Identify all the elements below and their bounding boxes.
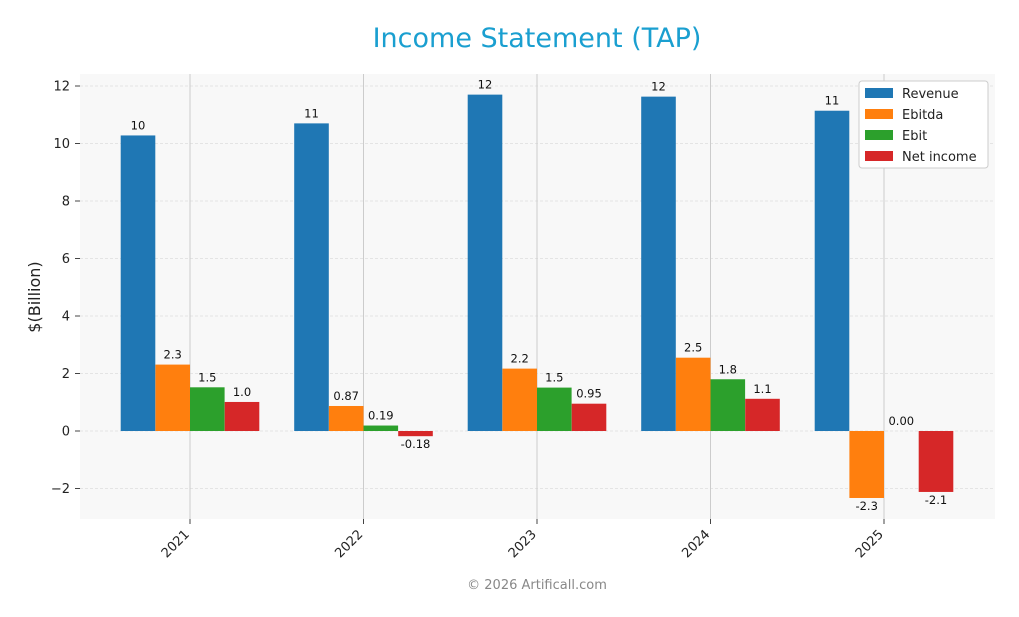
legend-label: Ebitda — [902, 108, 943, 123]
data-label: 2.2 — [511, 352, 529, 366]
y-tick-label: 6 — [62, 252, 70, 267]
legend-label: Net income — [902, 150, 977, 165]
bar-net-income — [745, 398, 780, 431]
data-label: 0.95 — [576, 387, 602, 401]
data-label: 0.87 — [333, 389, 359, 403]
bar-ebit — [710, 379, 746, 431]
data-label: 1.8 — [719, 362, 737, 376]
legend-box — [858, 80, 989, 169]
chart-title: Income Statement (TAP) — [373, 23, 702, 54]
bar-revenue — [641, 96, 676, 431]
data-label: 11 — [825, 94, 840, 108]
x-tick-label: 2025 — [853, 527, 887, 561]
data-label: 0.00 — [888, 414, 914, 428]
data-label: 1.5 — [198, 370, 216, 384]
data-label: 1.0 — [233, 385, 251, 399]
y-tick-label: −2 — [51, 482, 70, 497]
data-label: 1.1 — [753, 382, 771, 396]
legend-swatch — [865, 151, 893, 161]
bar-ebit — [190, 387, 225, 431]
bar-net-income — [224, 401, 260, 431]
data-label: 2.5 — [684, 341, 702, 355]
bar-revenue — [467, 94, 503, 431]
bar-net-income — [398, 431, 433, 437]
x-tick-label: 2022 — [332, 527, 366, 561]
y-tick-label: 10 — [53, 137, 70, 152]
bar-ebitda — [502, 368, 537, 431]
bar-ebit — [537, 387, 572, 431]
y-tick-label: 0 — [62, 425, 70, 440]
x-tick-label: 2023 — [506, 527, 540, 561]
legend-label: Revenue — [902, 87, 959, 102]
bar-revenue — [120, 135, 156, 431]
bar-ebitda — [155, 364, 190, 431]
bar-net-income — [918, 431, 954, 492]
legend-label: Ebit — [902, 129, 927, 144]
data-label: -2.1 — [925, 493, 947, 507]
bar-revenue — [814, 110, 850, 431]
bar-ebit — [363, 425, 399, 431]
bar-ebitda — [849, 431, 884, 498]
y-tick-label: 12 — [53, 80, 70, 95]
bar-ebitda — [328, 405, 364, 431]
data-label: -0.18 — [401, 437, 431, 451]
legend: Revenue Ebitda Ebit Net income — [858, 80, 989, 169]
data-label: 0.19 — [368, 409, 394, 423]
data-label: 12 — [651, 80, 666, 94]
bar-revenue — [294, 123, 329, 431]
data-label: 11 — [304, 106, 319, 120]
x-tick-label: 2024 — [679, 527, 713, 561]
y-tick-label: 8 — [62, 195, 70, 210]
bar-net-income — [571, 403, 607, 431]
legend-swatch — [865, 109, 893, 119]
data-label: 12 — [478, 78, 493, 92]
data-label: 1.5 — [545, 371, 563, 385]
footer-credit: © 2026 Artificall.com — [467, 578, 607, 593]
bar-ebitda — [675, 357, 711, 431]
legend-swatch — [865, 130, 893, 140]
data-label: 2.3 — [164, 348, 182, 362]
data-label: -2.3 — [855, 499, 877, 513]
y-tick-label: 2 — [62, 367, 70, 382]
data-label: 10 — [131, 118, 146, 132]
y-axis-label: $(Billion) — [25, 261, 44, 332]
bars: 10 11 12 12 11 2.3 0.87 2.2 2.5 -2.3 1.5 0.19 1.5 1.8… — [120, 78, 954, 513]
legend-swatch — [865, 88, 893, 98]
x-tick-label: 2021 — [159, 527, 193, 561]
y-tick-label: 4 — [62, 310, 70, 325]
